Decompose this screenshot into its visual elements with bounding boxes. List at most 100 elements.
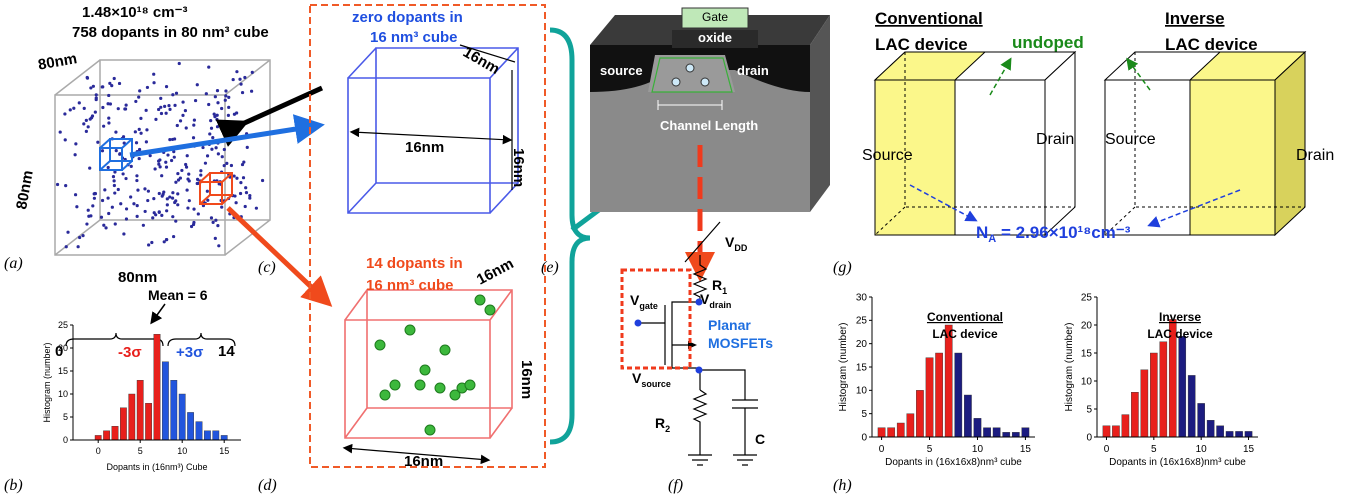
dopant-dot: [176, 124, 179, 127]
bar: [955, 353, 962, 437]
panel-label: (b): [4, 477, 23, 494]
bar: [1022, 428, 1029, 437]
dopant-dot: [136, 189, 139, 192]
dopant-dot: [210, 148, 213, 151]
dopant-dot: [100, 216, 103, 219]
bar: [95, 435, 101, 440]
device-title: LAC device: [1165, 35, 1258, 54]
dopant-dot: [56, 183, 59, 186]
dopant-dot: [158, 192, 161, 195]
dopant-dot: [160, 214, 163, 217]
dopant-dot: [74, 142, 77, 145]
bar: [935, 353, 942, 437]
dopant-dot: [113, 179, 116, 182]
dopant-dot: [216, 125, 219, 128]
dopant-dot: [159, 97, 162, 100]
dopant-dot: [206, 154, 209, 157]
y-tick-label: 15: [856, 362, 868, 373]
r2-label: R2: [655, 415, 670, 434]
dopant-dot: [241, 91, 244, 94]
dopant-dot: [193, 118, 196, 121]
dopant-dot: [138, 148, 141, 151]
dopant-dot: [173, 201, 176, 204]
device-title: LAC device: [875, 35, 968, 54]
gate-label: Gate: [702, 10, 728, 24]
dopant-dot: [224, 99, 227, 102]
dopant-dot: [244, 186, 247, 189]
x-tick-label: 0: [96, 446, 101, 456]
dopant-dot: [197, 212, 200, 215]
bar: [1141, 370, 1148, 437]
dopant-dot: [245, 191, 248, 194]
dopant-dot: [160, 112, 163, 115]
bar: [137, 380, 143, 440]
dopant-dot: [178, 62, 181, 65]
cube-title: 16 nm³ cube: [366, 277, 454, 294]
dopant-dot: [239, 83, 242, 86]
dopant-dot: [160, 174, 163, 177]
dopant-ball: [380, 390, 390, 400]
dopant-dot: [208, 132, 211, 135]
brace: [66, 333, 163, 346]
x-axis-label: Dopants in (16x16x8)nm³ cube: [1109, 457, 1246, 468]
dopant-dot: [184, 109, 187, 112]
dopant-dot: [186, 154, 189, 157]
y-axis-label: Histogram (number): [1064, 323, 1075, 412]
bar: [103, 431, 109, 440]
edge-label: 80nm: [118, 269, 157, 286]
panel-label: (c): [258, 259, 276, 276]
x-tick-label: 15: [219, 446, 229, 456]
y-tick-label: 30: [856, 292, 868, 303]
dopant-dot: [129, 195, 132, 198]
bar: [1235, 431, 1242, 437]
dopant-dot: [138, 128, 141, 131]
value-text: = 2.96×10¹⁸cm⁻³: [996, 223, 1131, 242]
bar: [945, 325, 952, 437]
dopant-dot: [64, 184, 67, 187]
node: [696, 367, 703, 374]
dopant: [672, 78, 680, 86]
dopant-dot: [204, 162, 207, 165]
subscript: drain: [709, 300, 731, 310]
dopant-dot: [201, 146, 204, 149]
subscript: DD: [734, 243, 747, 253]
dopant-dot: [261, 179, 264, 182]
dopant-dot: [232, 78, 235, 81]
bar: [1122, 415, 1129, 437]
dopant-dot: [184, 163, 187, 166]
terminal-label: Drain: [1296, 147, 1334, 164]
dopant-dot: [248, 194, 251, 197]
dopant-dot: [207, 66, 210, 69]
y-tick-label: 5: [861, 409, 867, 420]
dopant-ball: [465, 380, 475, 390]
dopant-dot: [216, 89, 219, 92]
mosfet-box: [622, 270, 690, 368]
dopant-dot: [101, 85, 104, 88]
edge-label: 80nm: [37, 50, 79, 74]
dopant-ball: [450, 390, 460, 400]
bar: [129, 394, 135, 440]
dopant-dot: [171, 191, 174, 194]
bar: [162, 362, 168, 440]
annotation: Conventional: [927, 310, 1003, 324]
dopant-dot: [194, 99, 197, 102]
dopant-dot: [107, 212, 110, 215]
dopant-dot: [114, 222, 117, 225]
panel-label: (h): [833, 477, 852, 494]
dopant-dot: [161, 195, 164, 198]
dopant-dot: [113, 184, 116, 187]
dopant-dot: [171, 93, 174, 96]
dopant-dot: [117, 188, 120, 191]
arrow: [130, 126, 315, 155]
dopant-dot: [87, 215, 90, 218]
dopant-dot: [154, 118, 157, 121]
dopant-dot: [192, 124, 195, 127]
dopant-dot: [224, 124, 227, 127]
dopant-dot: [113, 77, 116, 80]
dopant-dot: [63, 112, 66, 115]
dopant-dot: [171, 197, 174, 200]
dopant-dot: [136, 215, 139, 218]
dopant-dot: [220, 107, 223, 110]
dopant-dot: [168, 138, 171, 141]
bar: [1103, 426, 1110, 437]
